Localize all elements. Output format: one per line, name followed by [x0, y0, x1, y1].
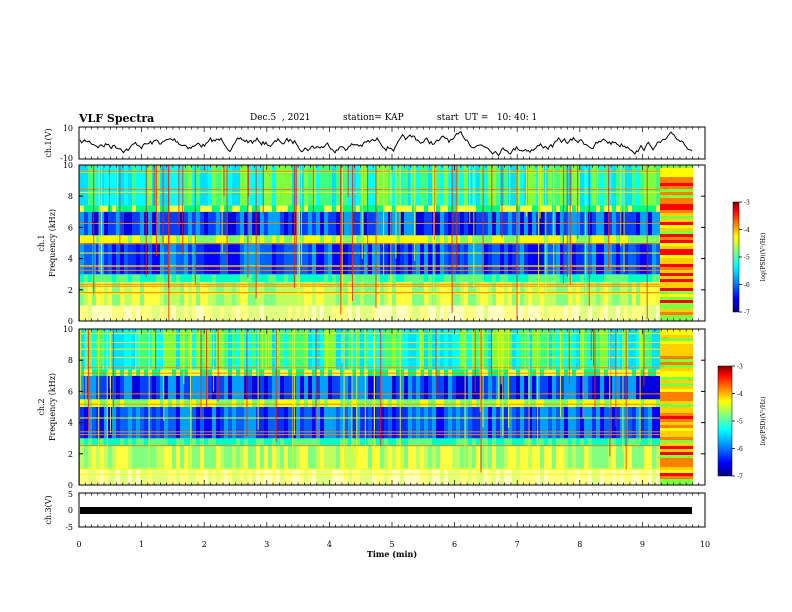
ch3-ytick-bottom: -5 [65, 523, 73, 532]
time-tick-label: 5 [389, 540, 394, 549]
colorbar-ch2: -3 -4 -5 -6 -7 log(PSD)(V²/Hz) [717, 364, 767, 481]
freq-tick-label: 10 [63, 161, 73, 170]
time-tick-label: 4 [327, 540, 332, 549]
freq-tick-label: 8 [68, 356, 73, 365]
colorbar-tick-label: -4 [737, 391, 743, 398]
freq-tick-label: 0 [68, 481, 73, 490]
colorbar-tick-label: -3 [744, 200, 750, 207]
time-tick-label: 9 [640, 540, 645, 549]
colorbar-tick-label: -7 [737, 474, 743, 481]
ch1-spectrogram-panel: 0 2 4 6 8 10 ch.1 Frequency (kHz) [37, 161, 706, 326]
station-label: station= KAP [343, 113, 404, 123]
date-label: Dec.5 , 2021 [250, 113, 311, 123]
ch3-waveform-band [80, 507, 692, 514]
colorbar-ch1: -3 -4 -5 -6 -7 log(PSD)(V²/Hz) [732, 200, 767, 317]
time-axis: 0 1 2 3 4 5 6 7 8 9 10 [76, 127, 710, 549]
colorbar-tick-label: -3 [737, 364, 743, 371]
chart-title: VLF Spectra [79, 112, 155, 125]
time-tick-label: 7 [515, 540, 520, 549]
ch3-ytick-top: 5 [68, 490, 73, 499]
freq-tick-label: 6 [68, 223, 73, 232]
time-tick-label: 1 [139, 540, 144, 549]
ch1-waveform-line [79, 131, 693, 157]
ch1-spec-ylabel-frequency: Frequency (kHz) [48, 209, 57, 277]
time-tick-label: 8 [577, 540, 582, 549]
ch1-ytick-bottom: -10 [60, 154, 73, 163]
colorbar-tick-label: -6 [744, 282, 750, 289]
ch2-spectrogram-panel: 0 2 4 6 8 10 ch.2 Frequency (kHz) [37, 325, 706, 490]
colorbar-ch2-label: log(PSD)(V²/Hz) [760, 397, 767, 446]
start-time-label: start UT = 10: 40: 1 [437, 113, 538, 123]
ch3-ytick-mid: 0 [68, 506, 73, 515]
colorbar-tick-label: -7 [744, 310, 750, 317]
time-tick-label: 2 [202, 540, 207, 549]
ch3-ylabel: ch.3(V) [44, 495, 53, 524]
freq-tick-label: 8 [68, 192, 73, 201]
ch1-spec-ylabel-channel: ch.1 [37, 234, 46, 251]
freq-tick-label: 10 [63, 325, 73, 334]
freq-tick-label: 4 [68, 419, 73, 428]
time-tick-label: 6 [452, 540, 457, 549]
freq-tick-label: 2 [68, 286, 73, 295]
ch2-spec-ylabel-frequency: Frequency (kHz) [48, 373, 57, 441]
colorbar-tick-label: -5 [744, 255, 750, 262]
freq-tick-label: 2 [68, 450, 73, 459]
colorbar-tick-label: -5 [737, 419, 743, 426]
time-tick-label: 0 [76, 540, 81, 549]
freq-tick-label: 6 [68, 387, 73, 396]
colorbar-ch1-label: log(PSD)(V²/Hz) [760, 233, 767, 282]
time-tick-label: 3 [264, 540, 269, 549]
x-axis-label: Time (min) [367, 549, 417, 559]
ch2-spec-ylabel-channel: ch.2 [37, 398, 46, 415]
time-tick-label: 10 [700, 540, 710, 549]
freq-tick-label: 4 [68, 255, 73, 264]
ch1-ytick-top: 10 [63, 124, 73, 133]
ch1-ylabel: ch.1(V) [44, 128, 53, 157]
ch3-waveform-panel: 5 0 -5 ch.3(V) [44, 490, 706, 532]
colorbar-tick-label: -4 [744, 227, 750, 234]
freq-tick-label: 0 [68, 317, 73, 326]
colorbar-tick-label: -6 [737, 446, 743, 453]
ch1-waveform-panel: 10 -10 ch.1(V) [44, 124, 706, 163]
